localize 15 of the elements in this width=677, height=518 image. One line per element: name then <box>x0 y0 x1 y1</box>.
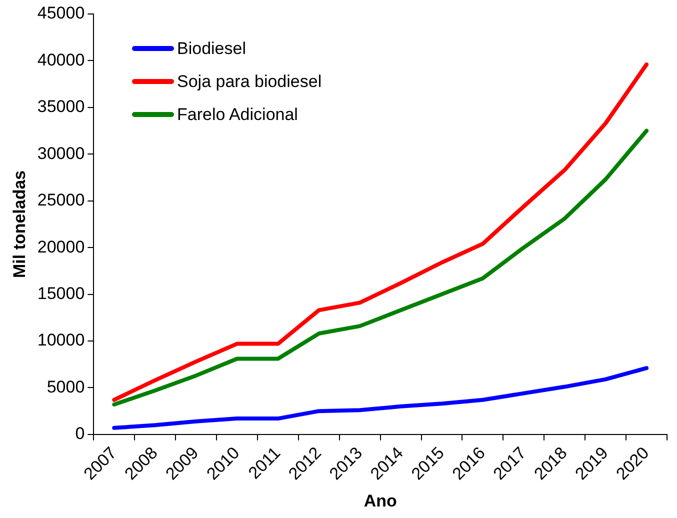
y-tick-label: 40000 <box>37 50 85 70</box>
legend-label: Soja para biodiesel <box>177 72 322 92</box>
y-tick-label: 15000 <box>37 284 85 303</box>
y-tick-label: 35000 <box>37 97 85 116</box>
y-axis-title: Mil toneladas <box>10 170 29 278</box>
legend-label: Biodiesel <box>177 38 246 58</box>
y-tick-label: 20000 <box>37 237 85 256</box>
y-tick-label: 25000 <box>37 190 85 210</box>
y-tick-label: 0 <box>75 424 85 444</box>
y-tick-label: 45000 <box>37 4 85 23</box>
y-tick-label: 30000 <box>37 144 85 163</box>
y-tick-label: 10000 <box>37 330 85 350</box>
y-tick-label: 5000 <box>46 377 85 396</box>
x-axis-title: Ano <box>364 491 397 510</box>
legend-label: Farelo Adicional <box>177 104 298 124</box>
